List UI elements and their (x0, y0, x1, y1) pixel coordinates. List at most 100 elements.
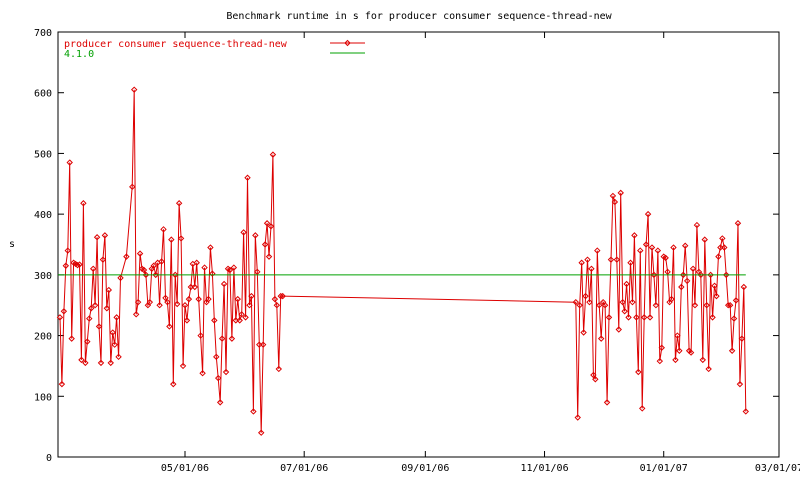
y-axis: 0 100 200 300 400 500 600 700 (34, 28, 779, 464)
data-point (574, 414, 581, 421)
data-point (707, 271, 714, 279)
data-point (631, 232, 638, 239)
data-point (76, 261, 83, 268)
data-point (588, 265, 595, 272)
data-point (209, 270, 216, 277)
data-point (580, 329, 587, 336)
data-point (228, 335, 236, 342)
data-point (117, 274, 124, 282)
data-point (738, 335, 746, 342)
data-point (62, 262, 70, 269)
data-point (586, 298, 593, 306)
data-point (230, 264, 238, 271)
data-point (279, 292, 286, 300)
x-tick-label: 03/01/07 (755, 463, 800, 474)
data-point (711, 282, 718, 289)
data-point (263, 220, 271, 227)
y-tick-label: 300 (34, 271, 52, 282)
data-point (639, 405, 646, 412)
data-point (709, 314, 716, 321)
data-point (91, 302, 99, 309)
data-point (619, 298, 626, 306)
data-point (197, 332, 204, 339)
data-point (682, 242, 689, 249)
data-point (82, 359, 89, 367)
data-point (58, 380, 66, 388)
data-point (635, 368, 642, 376)
data-point (605, 314, 613, 321)
data-point (74, 261, 81, 269)
data-point (218, 335, 226, 342)
data-point (107, 359, 114, 367)
data-point (175, 200, 183, 207)
x-tick-label: 05/01/06 (161, 463, 209, 474)
data-point (250, 408, 257, 415)
x-tick-label: 01/01/07 (640, 463, 688, 474)
data-point (658, 344, 665, 351)
data-point (103, 305, 111, 312)
data-point (683, 277, 691, 285)
y-tick-label: 0 (46, 453, 52, 464)
data-point (701, 236, 708, 243)
data-point (160, 226, 167, 233)
data-point (86, 315, 93, 322)
data-point (572, 298, 579, 306)
chart-title: Benchmark runtime in s for producer cons… (226, 11, 612, 22)
data-point (140, 266, 148, 274)
data-point (672, 356, 679, 364)
data-point (211, 317, 218, 324)
data-point (678, 283, 685, 291)
data-point (713, 292, 720, 300)
data-point (136, 250, 144, 257)
data-point (267, 223, 275, 230)
y-tick-label: 600 (34, 89, 52, 100)
data-point (248, 292, 255, 300)
data-point (646, 314, 654, 321)
data-point (234, 295, 241, 303)
data-point (621, 308, 628, 315)
data-point (734, 220, 742, 227)
data-point (699, 356, 707, 364)
data-point (226, 266, 234, 274)
legend-label-series-2: 4.1.0 (64, 49, 94, 60)
data-point (715, 253, 722, 260)
data-point (269, 151, 277, 158)
data-point (113, 314, 120, 321)
data-point (668, 295, 675, 303)
data-point (640, 314, 648, 321)
data-point (164, 298, 171, 306)
data-point (99, 256, 107, 263)
data-point (115, 353, 122, 361)
data-point (648, 244, 656, 251)
data-point (109, 329, 116, 336)
data-point (656, 357, 664, 365)
data-point (590, 371, 597, 379)
data-point (66, 159, 73, 166)
data-point (101, 232, 109, 239)
data-point (134, 298, 142, 306)
data-point (259, 341, 267, 348)
data-point (111, 341, 118, 348)
data-point (261, 241, 269, 248)
data-point (576, 302, 583, 309)
x-axis: 05/01/06 07/01/06 09/01/06 11/01/06 01/01/07… (161, 32, 800, 474)
data-point (97, 359, 105, 367)
data-point (258, 429, 265, 436)
data-point (597, 335, 605, 342)
data-point (644, 210, 652, 218)
y-tick-label: 700 (34, 28, 52, 39)
data-point (736, 380, 744, 388)
data-point (594, 247, 601, 254)
data-point (613, 256, 621, 263)
data-point (728, 347, 736, 354)
data-point (216, 399, 224, 406)
y-tick-label: 100 (34, 392, 52, 403)
data-point (156, 302, 163, 309)
data-point (56, 314, 64, 321)
data-point (193, 259, 200, 266)
data-point (697, 271, 705, 279)
data-point (611, 198, 619, 206)
data-point (246, 302, 253, 309)
plot-frame (57, 31, 780, 458)
